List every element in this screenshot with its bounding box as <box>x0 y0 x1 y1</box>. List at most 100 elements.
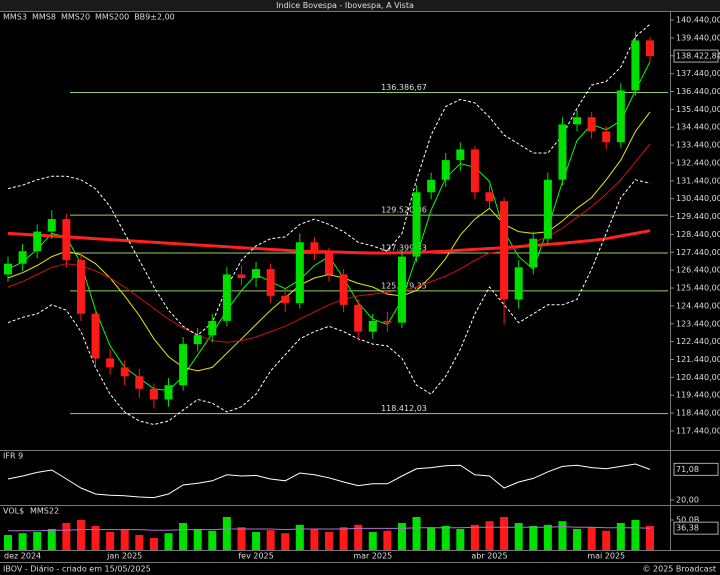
candle-body <box>237 274 246 279</box>
volume-bar <box>631 520 640 550</box>
candle-body <box>164 385 173 400</box>
volume-bar <box>120 529 129 550</box>
last-value-label: 71,08 <box>676 465 699 474</box>
candle-body <box>18 251 27 264</box>
candle-body <box>266 269 275 296</box>
y-tick-label: 140.440,00 <box>676 16 720 25</box>
candle-body <box>602 131 611 143</box>
candle-body <box>295 242 304 304</box>
candle-body <box>397 256 406 323</box>
x-tick-label: mar 2025 <box>353 552 392 561</box>
series-line <box>7 179 651 426</box>
y-tick-label: 126.440,00 <box>676 266 720 275</box>
volume-bar <box>18 533 27 550</box>
y-tick-label: 50,0B <box>676 516 699 525</box>
volume-bar <box>164 533 173 550</box>
candle-body <box>149 388 158 400</box>
candle-body <box>427 179 436 193</box>
volume-bar <box>193 529 202 550</box>
y-tick-label: 121.440,00 <box>676 355 720 364</box>
candle-body <box>412 192 421 257</box>
volume-bar <box>281 533 290 550</box>
candle-body <box>310 242 319 254</box>
y-tick-label: 127.440,00 <box>676 248 720 257</box>
volume-bar <box>573 529 582 550</box>
candle-body <box>339 274 348 305</box>
candle-body <box>383 320 392 323</box>
series-line <box>7 61 651 392</box>
candle-body <box>4 263 12 275</box>
volume-bar <box>252 532 261 550</box>
chart-title: Indice Bovespa - Ibovespa, A Vista <box>276 1 414 10</box>
candle-body <box>529 238 538 268</box>
last-value-box <box>673 462 719 476</box>
y-tick-label: 20,00 <box>676 496 699 505</box>
footer-left: IBOV - Diário - criado em 15/05/2025 <box>3 565 151 574</box>
legend-entry: MMS3 <box>3 13 27 22</box>
legend-entry: MMS200 <box>95 13 129 22</box>
last-value-box <box>673 521 719 535</box>
volume-bar <box>397 523 406 550</box>
candle-body <box>76 260 85 314</box>
volume-bar <box>266 530 275 550</box>
volume-bar <box>106 532 115 550</box>
volume-bar <box>91 526 100 550</box>
volume-bar <box>208 530 217 550</box>
volume-bar <box>237 527 246 550</box>
volume-bar <box>616 523 625 550</box>
volume-bar <box>33 532 42 550</box>
level-label: 127.399,33 <box>381 244 427 253</box>
volume-bar <box>441 526 450 550</box>
y-tick-label: 131.440,00 <box>676 176 720 185</box>
y-tick-label: 135.440,00 <box>676 105 720 114</box>
y-tick-label: 117.440,00 <box>676 426 720 435</box>
last-value-box <box>673 49 719 63</box>
candle-body <box>47 219 56 232</box>
volume-bar <box>543 524 552 550</box>
candle-body <box>106 358 115 368</box>
series-line <box>7 143 651 343</box>
volume-bar <box>456 529 465 550</box>
volume-bar <box>485 521 494 550</box>
level-label: 136.386,67 <box>381 83 427 92</box>
volume-bar <box>325 532 333 550</box>
candle-body <box>368 320 377 332</box>
candle-body <box>587 117 596 132</box>
footer-right: © 2025 Broadcast <box>642 565 716 574</box>
candle-body <box>208 320 217 336</box>
candle-body <box>573 117 582 125</box>
candle-body <box>222 274 231 321</box>
y-tick-label: 124.440,00 <box>676 301 720 310</box>
volume-bar <box>514 523 523 550</box>
volume-bar <box>500 517 509 550</box>
level-label: 129.520,36 <box>381 206 427 215</box>
candle-body <box>62 219 71 261</box>
series-line <box>7 23 651 336</box>
y-tick-label: 118.440,00 <box>676 409 720 418</box>
panel-title: VOL$ <box>3 507 24 516</box>
x-tick-label: fev 2025 <box>238 552 273 561</box>
x-tick-label: mai 2025 <box>587 552 625 561</box>
candle-body <box>485 192 494 202</box>
volume-bar <box>339 527 348 550</box>
volume-bar <box>427 527 436 550</box>
candle-body <box>514 267 523 300</box>
volume-bar <box>529 526 538 550</box>
volume-bar <box>62 523 71 550</box>
last-value-label: 138.422,84 <box>676 52 720 61</box>
y-tick-label: 122.440,00 <box>676 337 720 346</box>
volume-bar <box>295 524 304 550</box>
volume-bar <box>149 538 158 550</box>
volume-bar <box>4 535 12 550</box>
candle-body <box>33 231 42 252</box>
y-tick-label: 120.440,00 <box>676 373 720 382</box>
candle-body <box>91 313 100 359</box>
candle-body <box>558 124 567 180</box>
candle-body <box>616 90 625 143</box>
volume-bar <box>646 526 654 550</box>
candle-body <box>193 335 202 345</box>
series-line <box>7 463 651 499</box>
candle-body <box>543 179 552 239</box>
volume-bar <box>179 523 188 550</box>
